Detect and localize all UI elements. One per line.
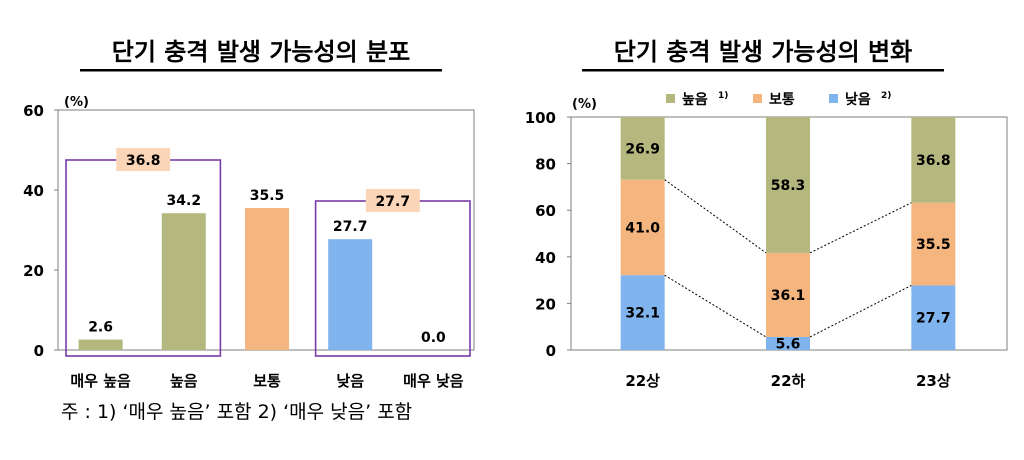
left-bar-value-label: 35.5 [250,188,285,204]
left-x-axis: 매우 높음 높음 보통 낮음 매우 낮음 [70,372,463,390]
right-segment-value-label: 32.1 [625,306,660,322]
group-total-callout [116,148,171,171]
left-category-label: 매우 낮음 [403,372,464,390]
right-legend-label: 보통 [769,92,795,108]
right-category-label: 23상 [916,372,951,390]
left-title-underline [80,69,442,72]
right-segment-value-label: 27.7 [916,311,951,327]
right-bar-segment-보통 [620,179,665,276]
right-bar-segment-보통 [766,252,810,337]
right-bar-segment-보통 [911,202,956,286]
group-total-label: 36.8 [126,153,161,169]
left-category-label: 낮음 [336,372,364,390]
group-total-label: 27.7 [376,194,411,210]
right-y-tick-label: 40 [535,249,556,267]
right-y-axis: 0 20 40 60 80 100 [525,109,571,360]
left-bar-value-label: 2.6 [88,320,113,336]
right-bars [620,117,956,350]
right-y-tick-label: 80 [535,156,556,174]
right-segment-value-label: 35.5 [916,237,951,253]
right-segment-value-label: 36.8 [916,153,951,169]
left-y-tick-label: 40 [23,182,44,200]
left-y-tick-label: 20 [23,262,44,280]
left-bar-value-label: 27.7 [333,219,368,235]
right-title-underline [582,69,944,72]
left-chart: 단기 충격 발생 가능성의 분포 (%) 0 20 40 60 2.6 34.2 35.5… [23,38,475,390]
right-legend-note: 2) [881,91,891,101]
left-bars: 2.6 34.2 35.5 27.7 0.0 [78,188,446,350]
right-bar-segment-높음 [620,117,665,180]
right-segment-value-label: 41.0 [625,220,660,236]
right-value-labels: 32.1 41.0 26.9 5.6 36.1 58.3 27.7 35.5 36.8 [625,141,950,352]
right-segment-value-label: 58.3 [771,178,806,194]
right-chart-title: 단기 충격 발생 가능성의 변화 [614,38,912,66]
left-bar-value-label: 34.2 [167,193,202,209]
left-category-label: 보통 [253,372,281,390]
right-y-tick-label: 20 [535,295,556,313]
left-category-label: 매우 높음 [70,372,131,390]
right-connector-line [809,202,912,254]
right-y-tick-label: 60 [535,202,556,220]
left-y-tick-label: 0 [34,342,44,360]
right-legend-label: 낮음 [845,92,871,108]
right-segment-value-label: 26.9 [625,141,660,157]
right-unit-label: (%) [572,97,597,112]
footnote: 주 : 1) ‘매우 높음’ 포함 2) ‘매우 낮음’ 포함 [61,401,412,423]
right-bar-segment-낮음 [620,275,665,350]
right-category-label: 22상 [625,372,660,390]
right-chart: 단기 충격 발생 가능성의 변화 (%) 높음 1) 보통 낮음 2) 0 20 40 60 8… [525,38,1008,390]
group-total-callout [365,189,420,212]
right-connector-line [664,274,767,338]
left-bar-4 [328,239,373,350]
right-bar-segment-높음 [766,117,810,253]
right-connector-lines [664,179,912,338]
right-category-label: 22하 [771,372,806,390]
left-group-boxes: 36.8 27.7 [65,148,471,357]
right-segment-value-label: 36.1 [771,288,806,304]
right-bar-segment-낮음 [766,336,810,350]
right-segment-value-label: 5.6 [776,336,801,352]
left-bar-3 [245,208,289,350]
right-legend-swatch-높음 [666,94,675,103]
left-category-label: 높음 [170,372,198,390]
right-legend-label: 높음 [682,92,708,108]
right-legend-swatch-낮음 [829,94,838,103]
right-bar-segment-낮음 [911,285,956,350]
left-bar-2 [161,213,206,350]
left-chart-title: 단기 충격 발생 가능성의 분포 [112,38,410,66]
left-unit-label: (%) [64,95,89,110]
left-y-tick-label: 60 [23,102,44,120]
right-bar-segment-높음 [911,117,956,203]
right-y-tick-label: 0 [546,342,556,360]
left-bar-1 [78,339,123,350]
right-x-axis: 22상 22하 23상 [625,372,951,390]
right-y-tick-label: 100 [525,109,556,127]
right-connector-line [809,285,912,338]
left-y-axis: 0 20 40 60 [23,102,58,360]
right-legend-swatch-보통 [753,94,762,103]
right-legend: 높음 1) 보통 낮음 2) [666,91,891,108]
right-connector-line [664,179,767,254]
right-legend-note: 1) [718,91,728,101]
left-bar-value-label: 0.0 [421,330,446,346]
